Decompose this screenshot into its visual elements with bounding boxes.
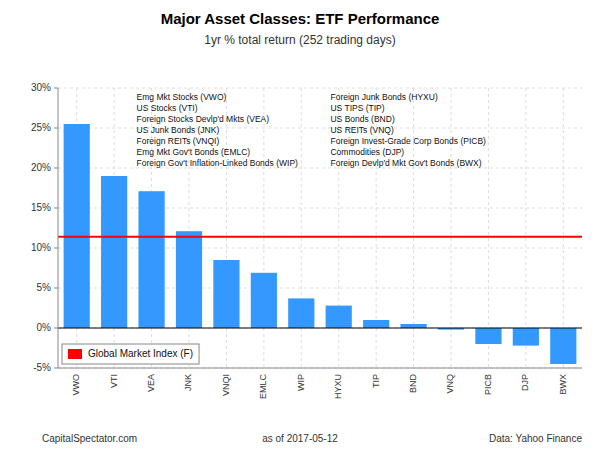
footer-text: CapitalSpectator.com bbox=[42, 433, 137, 444]
y-tick-label: -5% bbox=[33, 362, 51, 373]
y-grid-line bbox=[58, 88, 582, 89]
x-tick-label: EMLC bbox=[258, 374, 268, 400]
x-tick-label: VWO bbox=[71, 374, 81, 396]
y-grid-line bbox=[58, 328, 582, 329]
y-grid-line bbox=[58, 208, 582, 209]
x-tick-label: TIP bbox=[371, 374, 381, 388]
y-axis: -5% 0% 5% 10% 15% 20% 25% 30% bbox=[31, 82, 58, 373]
x-tick-label: JNK bbox=[183, 374, 193, 391]
annotation: Foreign Stocks Devlp'd Mkts (VEA) bbox=[137, 114, 270, 124]
y-tick-label: 20% bbox=[31, 162, 51, 173]
annotation: Foreign Junk Bonds (HYXU) bbox=[330, 92, 437, 102]
x-tick-label: VNQ bbox=[445, 374, 455, 394]
annotation: US REITs (VNQ) bbox=[330, 125, 393, 135]
y-tick-label: 0% bbox=[37, 322, 52, 333]
y-axis-line bbox=[58, 88, 59, 368]
x-tick-label: WIP bbox=[296, 374, 306, 391]
y-tick bbox=[54, 128, 58, 129]
bar bbox=[176, 231, 202, 328]
annotation: Foreign Devlp'd Mkt Gov't Bonds (BWX) bbox=[330, 158, 481, 168]
zero-line bbox=[58, 328, 582, 329]
bar bbox=[64, 124, 90, 328]
y-tick-label: 5% bbox=[37, 282, 52, 293]
x-grid-line bbox=[488, 88, 489, 368]
y-grid-line bbox=[58, 248, 582, 249]
annotation: Commodities (DJP) bbox=[330, 147, 404, 157]
y-tick bbox=[54, 208, 58, 209]
x-grid-line bbox=[563, 88, 564, 368]
x-tick-label: HYXU bbox=[333, 374, 343, 399]
x-tick-label: VTI bbox=[109, 374, 119, 388]
footer-text: as of 2017-05-12 bbox=[262, 433, 338, 444]
annotation: Foreign Gov't Inflation-Linked Bonds (WI… bbox=[137, 158, 298, 168]
bar bbox=[101, 176, 127, 328]
x-tick-label: BND bbox=[408, 374, 418, 394]
bar bbox=[400, 324, 426, 328]
bar bbox=[288, 298, 314, 328]
y-tick-label: 10% bbox=[31, 242, 51, 253]
bar bbox=[138, 191, 164, 328]
x-tick-label: VNQI bbox=[221, 374, 231, 396]
bar bbox=[326, 306, 352, 328]
x-axis: VWO VTI VEA JNK VNQI EMLC WIP HYXU TIP BND VNQ PICB… bbox=[71, 374, 568, 400]
y-tick-label: 30% bbox=[31, 82, 51, 93]
x-tick-label: PICB bbox=[483, 374, 493, 395]
chart-container: -5% 0% 5% 10% 15% 20% 25% 30% VWO VTI VEA JNK VNQI EM… bbox=[0, 0, 600, 450]
annotation: US TIPS (TIP) bbox=[330, 103, 384, 113]
x-tick-label: DJP bbox=[520, 374, 530, 391]
annotation: Foreign Invest-Grade Corp Bonds (PICB) bbox=[330, 136, 486, 146]
chart-svg: -5% 0% 5% 10% 15% 20% 25% 30% VWO VTI VEA JNK VNQI EM… bbox=[0, 0, 600, 450]
footer-text: Data: Yahoo Finance bbox=[489, 433, 582, 444]
bar bbox=[550, 328, 576, 364]
annotation: Emg Mkt Stocks (VWO) bbox=[137, 92, 227, 102]
bar bbox=[363, 320, 389, 328]
y-tick bbox=[54, 248, 58, 249]
bar bbox=[475, 328, 501, 344]
annotation: Foreign REITs (VNQI) bbox=[137, 136, 220, 146]
annotation: US Junk Bonds (JNK) bbox=[137, 125, 220, 135]
bar bbox=[251, 273, 277, 328]
y-tick bbox=[54, 88, 58, 89]
reference-line bbox=[58, 236, 582, 238]
bar bbox=[213, 260, 239, 328]
legend-box bbox=[62, 344, 199, 364]
footer: CapitalSpectator.com as of 2017-05-12 Data… bbox=[42, 433, 582, 444]
legend-swatch bbox=[68, 349, 82, 359]
x-tick-label: BWX bbox=[558, 374, 568, 395]
x-axis-line bbox=[58, 368, 582, 369]
annotations: Emg Mkt Stocks (VWO)US Stocks (VTI)Forei… bbox=[137, 92, 486, 168]
grid bbox=[58, 88, 582, 368]
y-grid-line bbox=[58, 368, 582, 369]
bar bbox=[513, 328, 539, 346]
legend: Global Market Index (F) bbox=[62, 344, 199, 364]
y-tick bbox=[54, 328, 58, 329]
y-tick bbox=[54, 168, 58, 169]
subtitle: 1yr % total return (252 trading days) bbox=[204, 33, 395, 47]
y-tick-label: 15% bbox=[31, 202, 51, 213]
legend-label: Global Market Index (F) bbox=[88, 348, 193, 359]
annotation: US Stocks (VTI) bbox=[137, 103, 198, 113]
x-tick-label: VEA bbox=[146, 374, 156, 392]
x-grid-line bbox=[451, 88, 452, 368]
annotation: US Bonds (BND) bbox=[330, 114, 394, 124]
bars bbox=[58, 124, 582, 364]
x-grid-line bbox=[525, 88, 526, 368]
annotation: Emg Mkt Gov't Bonds (EMLC) bbox=[137, 147, 251, 157]
title: Major Asset Classes: ETF Performance bbox=[161, 10, 440, 27]
y-tick-label: 25% bbox=[31, 122, 51, 133]
y-tick bbox=[54, 288, 58, 289]
y-grid-line bbox=[58, 288, 582, 289]
y-tick bbox=[54, 368, 58, 369]
